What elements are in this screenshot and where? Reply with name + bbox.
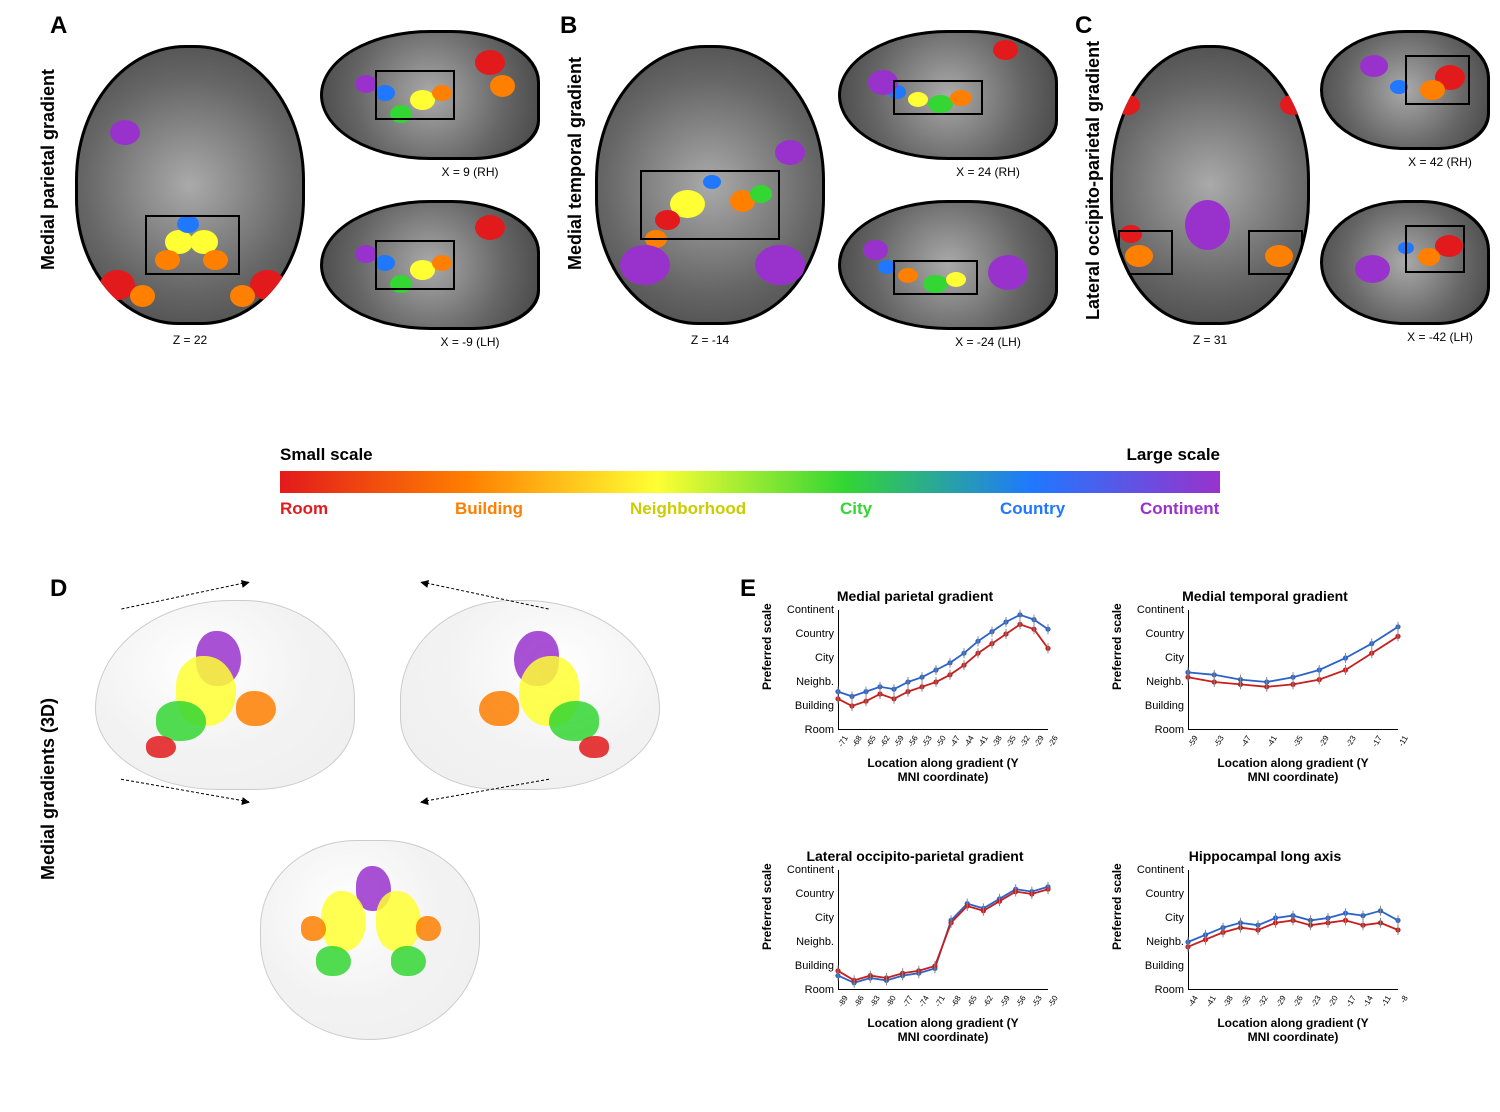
- panel-c-sag-rh: X = 42 (RH): [1320, 30, 1490, 150]
- panel-letter-d: D: [50, 575, 67, 603]
- panel-a-title: Medial parietal gradient: [38, 69, 59, 270]
- chart-mt: Medial temporal gradientPreferred scaleR…: [1120, 590, 1410, 780]
- panel-letter-b: B: [560, 12, 577, 40]
- coord-a-sag-lh: X = -9 (LH): [420, 335, 520, 349]
- brain-sagittal-a-rh: [320, 30, 540, 160]
- brain-sagittal-a-lh: [320, 200, 540, 330]
- panel-letter-a: A: [50, 12, 67, 40]
- panel-c-axial: Z = 31: [1110, 45, 1310, 325]
- chart-mp: Medial parietal gradientPreferred scaleR…: [770, 590, 1060, 780]
- panel-c-sag-lh: X = -42 (LH): [1320, 200, 1490, 325]
- chart-xlabel: Location along gradient (YMNI coordinate…: [1188, 756, 1398, 784]
- brain-sagittal-b-rh: [838, 30, 1058, 160]
- coord-c-axial: Z = 31: [1160, 333, 1260, 347]
- panel-c-title: Lateral occipito-parietal gradient: [1083, 41, 1104, 320]
- panel-d-title: Medial gradients (3D): [38, 698, 59, 880]
- scale-cat-city: City: [840, 499, 872, 519]
- coord-b-sag-rh: X = 24 (RH): [938, 165, 1038, 179]
- chart-hip: Hippocampal long axisPreferred scaleRoom…: [1120, 850, 1410, 1040]
- scale-right-label: Large scale: [1126, 445, 1220, 465]
- panel-b-sag-lh: X = -24 (LH): [838, 200, 1058, 330]
- panel-b-title: Medial temporal gradient: [565, 57, 586, 270]
- coord-b-axial: Z = -14: [660, 333, 760, 347]
- brain-axial-c: [1110, 45, 1310, 325]
- chart-xlabel: Location along gradient (YMNI coordinate…: [838, 1016, 1048, 1044]
- brain-axial-a: [75, 45, 305, 325]
- panel-b-axial: Z = -14: [595, 45, 825, 325]
- scale-left-label: Small scale: [280, 445, 373, 465]
- chart-xlabel: Location along gradient (YMNI coordinate…: [838, 756, 1048, 784]
- chart-lop: Lateral occipito-parietal gradientPrefer…: [770, 850, 1060, 1040]
- coord-c-sag-lh: X = -42 (LH): [1390, 330, 1490, 344]
- scale-cat-country: Country: [1000, 499, 1065, 519]
- panel-a-axial: Z = 22: [75, 45, 305, 325]
- scale-cat-continent: Continent: [1140, 499, 1219, 519]
- brain-sagittal-c-rh: [1320, 30, 1490, 150]
- brain3d-right: [400, 600, 660, 790]
- brain-sagittal-c-lh: [1320, 200, 1490, 325]
- coord-b-sag-lh: X = -24 (LH): [938, 335, 1038, 349]
- panel-letter-e: E: [740, 575, 756, 603]
- coord-a-axial: Z = 22: [140, 333, 240, 347]
- brain3d-left: [95, 600, 355, 790]
- brain-axial-b: [595, 45, 825, 325]
- chart-xlabel: Location along gradient (YMNI coordinate…: [1188, 1016, 1398, 1044]
- scale-cat-neighborhood: Neighborhood: [630, 499, 746, 519]
- panel-letter-c: C: [1075, 12, 1092, 40]
- coord-a-sag-rh: X = 9 (RH): [420, 165, 520, 179]
- scale-cat-building: Building: [455, 499, 523, 519]
- gradient-bar: [280, 471, 1220, 493]
- brain3d-back: [260, 840, 480, 1040]
- panel-a-sag-lh: X = -9 (LH): [320, 200, 540, 330]
- scale-cat-room: Room: [280, 499, 328, 519]
- panel-b-sag-rh: X = 24 (RH): [838, 30, 1058, 160]
- coord-c-sag-rh: X = 42 (RH): [1390, 155, 1490, 169]
- panel-a-sag-rh: X = 9 (RH): [320, 30, 540, 160]
- brain-sagittal-b-lh: [838, 200, 1058, 330]
